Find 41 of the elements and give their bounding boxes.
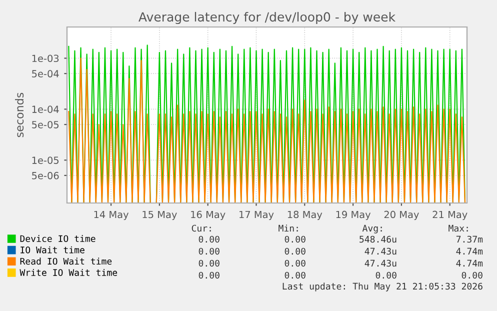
text: Avg:: [362, 224, 382, 234]
text: 0.00: [198, 260, 220, 267]
text: Max:: [448, 224, 468, 232]
text: 47.43u: [364, 260, 396, 267]
x-tick-label: 14 May: [94, 210, 129, 220]
x-tick-label: 20 May: [384, 210, 419, 220]
text: 0.00: [198, 248, 220, 255]
x-tick-label: 15 May: [142, 210, 177, 220]
y-tick-label: 1e-03: [32, 54, 59, 62]
y-axis-title: seconds: [15, 92, 24, 138]
text: 4.74m: [456, 260, 483, 267]
legend-label: Read IO Wait time: [20, 258, 112, 265]
x-tick-label: 21 May: [432, 210, 468, 220]
text: 0.00: [284, 260, 306, 267]
text: 7.37m: [456, 236, 483, 243]
text: Min:: [278, 224, 298, 232]
y-tick-label: 5e-06: [32, 172, 59, 180]
legend-label: Device IO time: [20, 235, 96, 242]
x-tick-label: 18 May: [288, 210, 322, 220]
x-tick-label: 16 May: [191, 210, 226, 220]
x-tick-label: 17 May: [240, 210, 274, 220]
text: 0.00: [198, 272, 220, 279]
legend-label: IO Wait time: [20, 246, 84, 254]
text: Cur:: [192, 224, 211, 232]
text: 0.00: [462, 272, 482, 279]
text: 0.00: [284, 248, 306, 255]
text: 0.00: [284, 236, 306, 243]
y-tick-label: 5e-05: [32, 120, 59, 128]
y-tick-label: 5e-04: [32, 70, 59, 78]
chart-title: Average latency for /dev/loop0 - by week: [138, 12, 396, 24]
text: 0.00: [198, 236, 220, 243]
y-tick-label: 1e-05: [32, 156, 59, 164]
legend-label: Write IO Wait time: [20, 268, 118, 276]
y-tick-label: 1e-04: [32, 106, 59, 113]
text: 548.46u: [360, 236, 396, 243]
text: 4.74m: [456, 248, 483, 255]
text: 0.00: [376, 272, 396, 279]
text: 47.43u: [364, 248, 396, 255]
x-tick-label: 19 May: [336, 210, 371, 220]
text: 0.00: [284, 272, 306, 279]
text: Last update: Thu May 21 21:05:33 2026: [282, 282, 482, 292]
